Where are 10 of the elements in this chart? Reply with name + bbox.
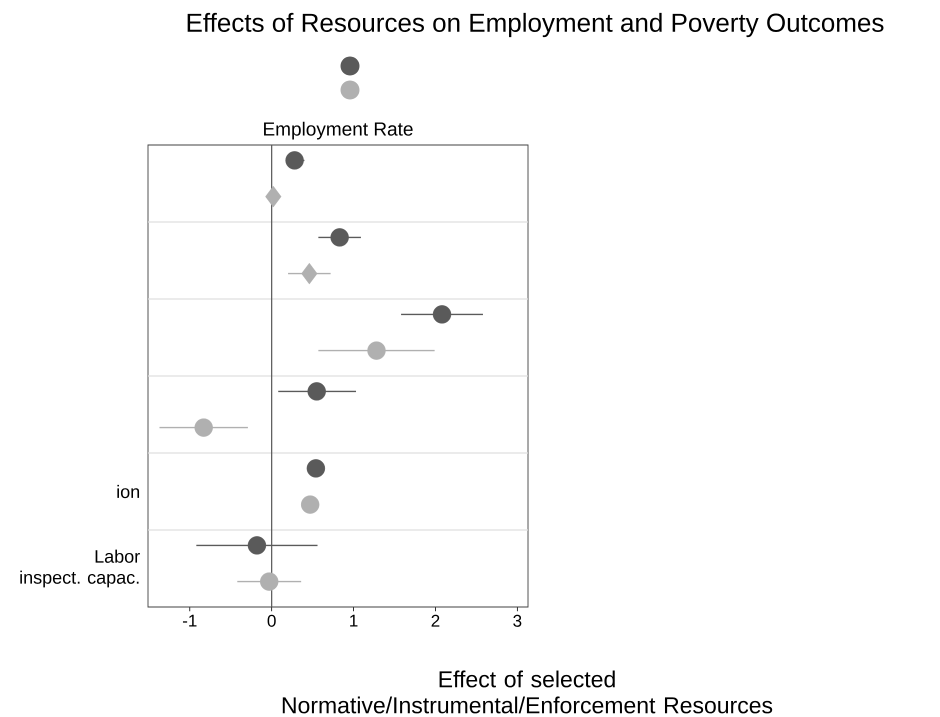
chart-subtitle: Employment Rate <box>264 122 413 140</box>
x-axis-title: Effect of selected Normative/Instrumental/Enforcement Resources <box>282 670 772 714</box>
x-tick-label: 3 <box>513 614 522 627</box>
y-tick-label: ion <box>117 484 140 498</box>
y-tick-label: Labor inspect. capac. <box>20 550 140 588</box>
x-tick-label: -1 <box>182 614 196 626</box>
chart-title: Effects of Resources on Employment and Poverty Outcomes <box>188 12 884 38</box>
x-tick-label: 2 <box>432 614 440 627</box>
x-tick-label: 1 <box>350 614 358 626</box>
x-tick-label: 0 <box>268 614 276 627</box>
